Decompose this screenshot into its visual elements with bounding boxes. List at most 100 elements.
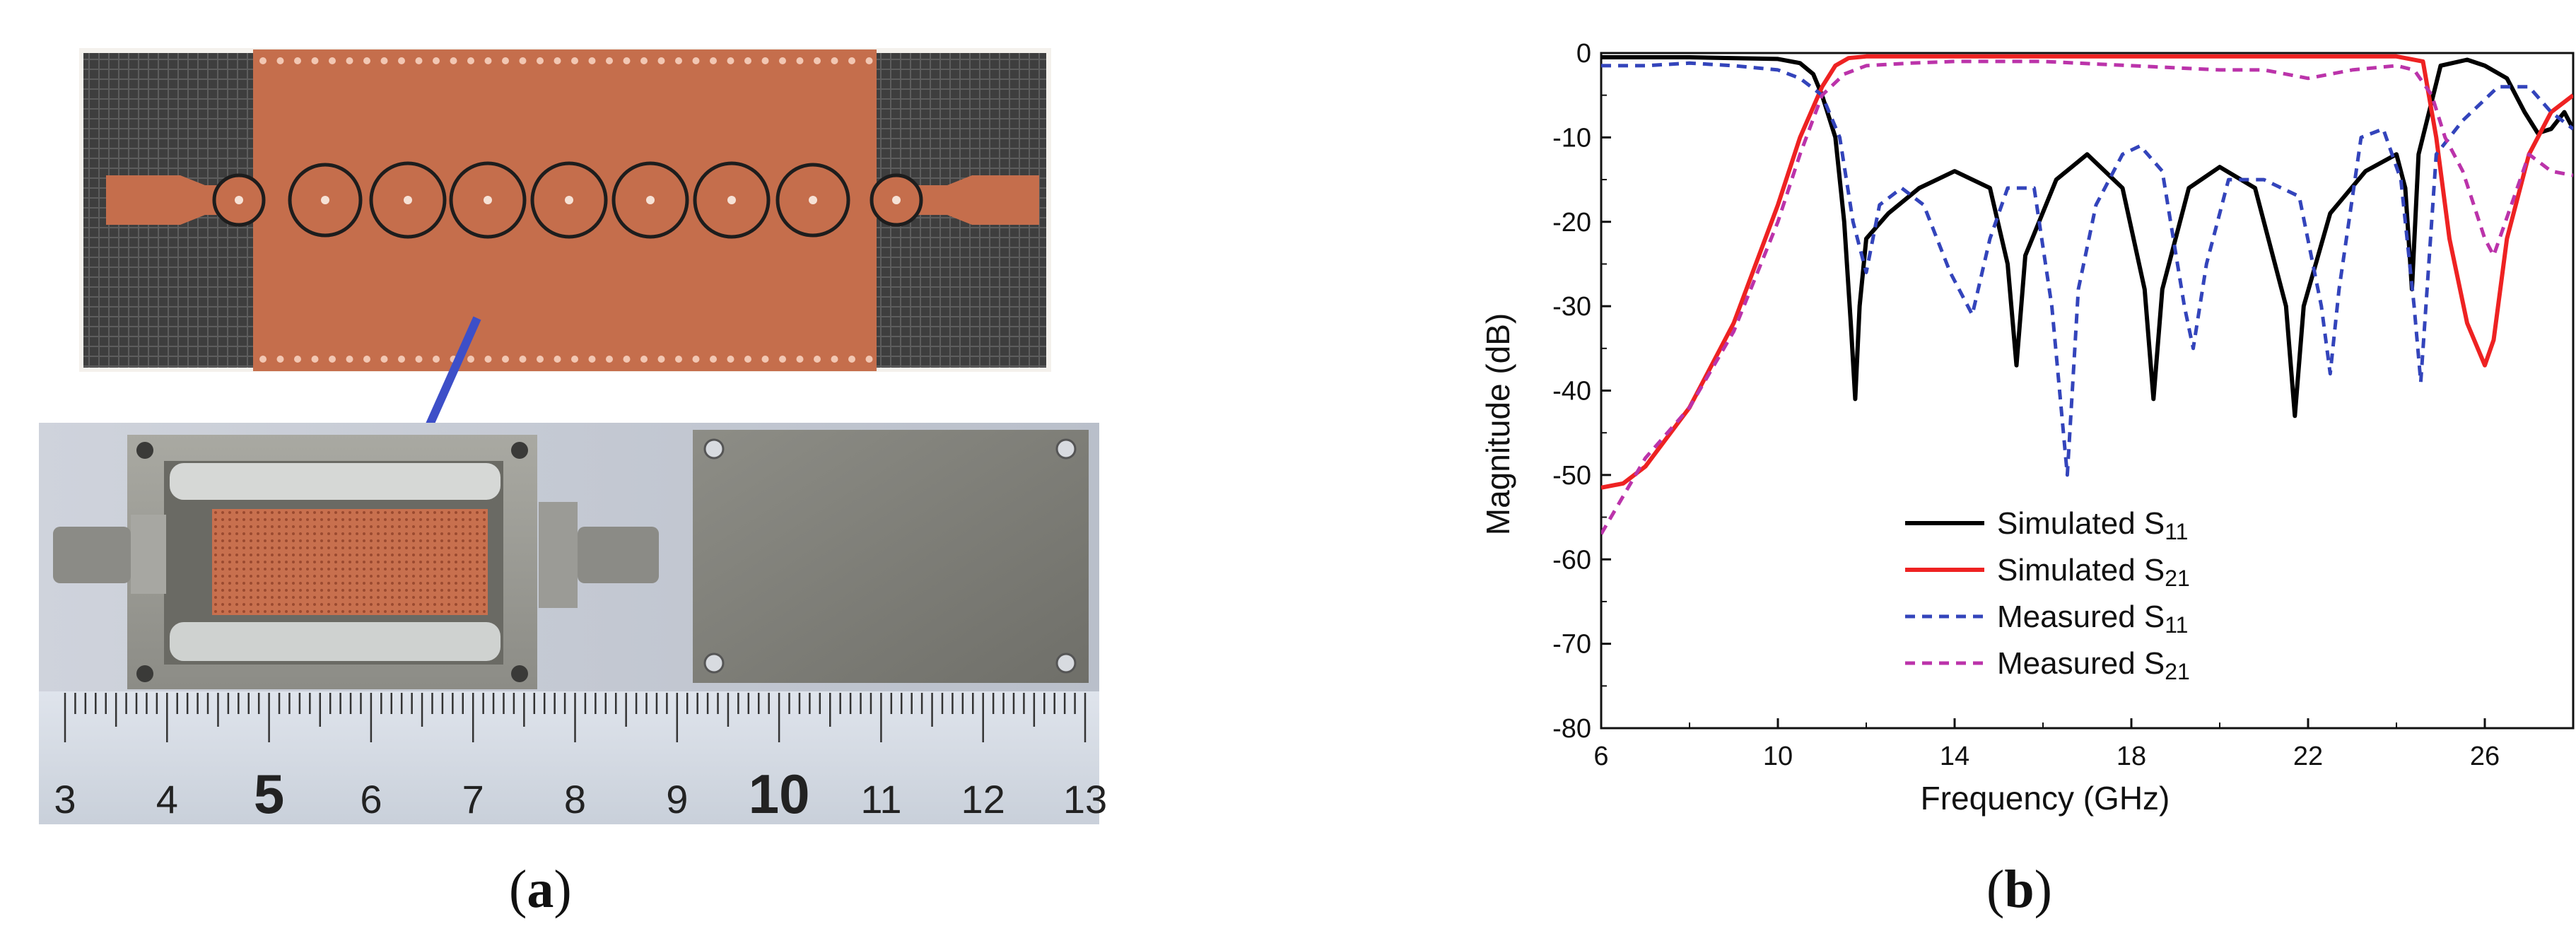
- via-hole: [640, 356, 648, 363]
- y-tick-label: -80: [1552, 714, 1591, 744]
- ruler-number: 10: [749, 763, 810, 825]
- via-hole: [415, 356, 423, 363]
- via-hole: [398, 356, 405, 363]
- x-axis-ticks: 6 10 14 18 22 26: [1593, 718, 2574, 771]
- via-hole: [433, 356, 440, 363]
- via-hole: [831, 356, 838, 363]
- legend-label: Measured S21: [1997, 646, 2190, 684]
- via-hole: [502, 57, 509, 64]
- via-hole: [640, 57, 648, 64]
- via-hole: [294, 57, 301, 64]
- via-hole: [796, 356, 804, 363]
- via-hole: [554, 57, 561, 64]
- via-hole: [537, 356, 544, 363]
- ruler-number: 7: [462, 777, 484, 821]
- via-hole: [744, 356, 751, 363]
- via-hole: [623, 356, 631, 363]
- y-axis-ticks: 0 -10 -20 -30 -40 -50 -60 -70 -80: [1552, 39, 1611, 744]
- via-hole: [276, 57, 284, 64]
- x-tick-label: 26: [2470, 742, 2500, 771]
- ruler-number: 8: [564, 777, 586, 821]
- sparameter-chart: 6 10 14 18 22 26 0 -10 -20 -30 -40 -50 -60 -70 -80 Si…: [1480, 39, 2575, 817]
- via-hole: [537, 57, 544, 64]
- resonator-post: [809, 196, 817, 204]
- via-hole: [329, 356, 336, 363]
- resonator-post: [727, 196, 736, 204]
- x-axis-title: Frequency (GHz): [1921, 780, 2170, 817]
- ruler-number: 12: [961, 777, 1005, 821]
- via-hole: [710, 356, 717, 363]
- y-tick-label: -60: [1552, 545, 1591, 575]
- via-hole: [415, 57, 423, 64]
- via-hole: [606, 57, 613, 64]
- panel-a-photo: 3 4 5 6 7 8 9 10 11 12 13: [39, 48, 1107, 825]
- via-hole: [276, 356, 284, 363]
- ruler-number: 4: [156, 777, 178, 821]
- via-hole: [363, 356, 370, 363]
- via-hole: [467, 356, 474, 363]
- via-row-bottom: [259, 356, 873, 363]
- caption-b: (b): [1986, 860, 2052, 919]
- x-tick-label: 22: [2293, 742, 2323, 771]
- ruler-number: 5: [254, 763, 284, 825]
- via-hole: [761, 356, 769, 363]
- via-hole: [744, 57, 751, 64]
- via-hole: [294, 356, 301, 363]
- via-hole: [761, 57, 769, 64]
- y-axis-title: Magnitude (dB): [1480, 313, 1516, 536]
- via-hole: [259, 57, 267, 64]
- legend: Simulated S11 Simulated S21 Measured S11 Me…: [1905, 506, 2190, 684]
- via-hole: [831, 57, 838, 64]
- via-hole: [571, 356, 578, 363]
- via-hole: [779, 57, 786, 64]
- via-hole: [398, 57, 405, 64]
- resonator-post: [565, 196, 573, 204]
- via-hole: [433, 57, 440, 64]
- via-hole: [865, 57, 873, 64]
- legend-label: Measured S11: [1997, 599, 2188, 638]
- bottom-absorber: [170, 622, 500, 661]
- ruler-number: 6: [360, 777, 382, 821]
- series-line-measured-s11: [1601, 61, 2573, 477]
- via-hole: [519, 57, 527, 64]
- via-hole: [311, 57, 319, 64]
- via-hole: [346, 356, 353, 363]
- ruler-number: 13: [1063, 777, 1107, 821]
- ruler-number: 3: [54, 777, 76, 821]
- via-hole: [380, 356, 388, 363]
- via-hole: [710, 57, 717, 64]
- via-hole: [814, 57, 821, 64]
- y-tick-label: -10: [1552, 123, 1591, 153]
- via-hole: [796, 57, 804, 64]
- via-hole: [484, 57, 492, 64]
- ruler-ticks: [64, 693, 1087, 742]
- resonator-post: [321, 196, 329, 204]
- via-hole: [727, 57, 734, 64]
- series-line-simulated-s11: [1601, 55, 2573, 419]
- resonator-post: [892, 196, 901, 204]
- ruler-number: 9: [666, 777, 688, 821]
- y-tick-label: -30: [1552, 292, 1591, 322]
- left-sma-connector: [53, 527, 131, 583]
- via-hole: [848, 57, 855, 64]
- legend-label: Simulated S21: [1997, 553, 2190, 591]
- via-hole: [606, 356, 613, 363]
- housing-lid: [693, 430, 1089, 683]
- via-hole: [657, 57, 665, 64]
- via-hole: [311, 356, 319, 363]
- resonator-rings: [212, 161, 923, 239]
- via-hole: [865, 356, 873, 363]
- pcb-board: [79, 48, 1051, 372]
- y-tick-label: -40: [1552, 377, 1591, 406]
- series-line-simulated-s21: [1601, 54, 2573, 490]
- ruler-labels: 3 4 5 6 7 8 9 10 11 12 13: [54, 763, 1107, 825]
- ruler-number: 11: [860, 777, 901, 821]
- via-hole: [571, 57, 578, 64]
- legend-label: Simulated S11: [1997, 506, 2188, 544]
- via-hole: [450, 57, 457, 64]
- x-tick-label: 10: [1763, 742, 1793, 771]
- right-sma-connector: [578, 527, 659, 583]
- series-line-measured-s21: [1601, 59, 2573, 535]
- top-absorber: [170, 463, 500, 500]
